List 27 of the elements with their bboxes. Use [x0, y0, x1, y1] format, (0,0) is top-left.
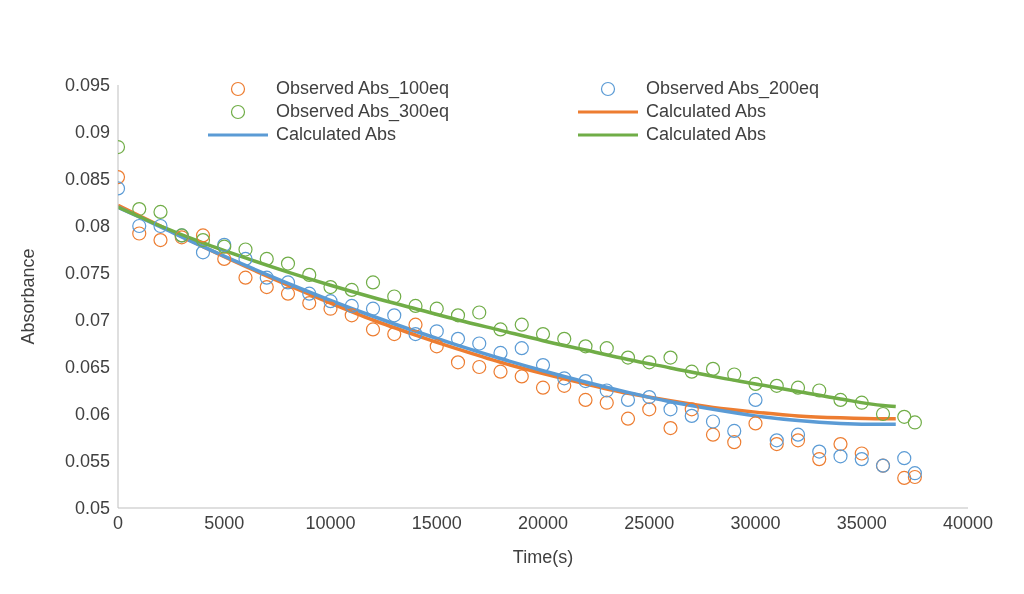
y-axis-title: Absorbance	[18, 248, 39, 345]
legend-label: Observed Abs_100eq	[276, 78, 450, 99]
y-tick-label: 0.07	[74, 310, 110, 331]
x-axis-title: Time(s)	[512, 547, 574, 567]
x-tick-label: 25000	[624, 512, 675, 533]
x-tick-label: 40000	[942, 512, 994, 533]
legend-label: Observed Abs_300eq	[276, 101, 450, 122]
y-tick-label: 0.06	[74, 404, 110, 425]
y-tick-label: 0.065	[64, 357, 110, 378]
legend-label: Calculated Abs	[646, 124, 767, 145]
legend-label: Calculated Abs	[276, 124, 397, 145]
y-tick-label: 0.095	[64, 75, 110, 96]
x-tick-label: 15000	[411, 512, 462, 533]
y-tick-label: 0.09	[74, 122, 110, 143]
x-tick-label: 30000	[730, 512, 781, 533]
x-tick-label: 0	[112, 512, 124, 533]
y-tick-label: 0.085	[64, 169, 110, 190]
y-tick-label: 0.055	[64, 451, 110, 472]
legend-label: Calculated Abs	[646, 101, 767, 122]
x-tick-label: 5000	[204, 512, 245, 533]
x-tick-label: 35000	[836, 512, 887, 533]
x-tick-label: 20000	[517, 512, 569, 533]
y-tick-label: 0.075	[64, 263, 110, 284]
x-tick-label: 10000	[305, 512, 356, 533]
legend-label: Observed Abs_200eq	[646, 78, 820, 99]
y-tick-label: 0.05	[74, 498, 110, 519]
y-tick-label: 0.08	[74, 216, 110, 237]
